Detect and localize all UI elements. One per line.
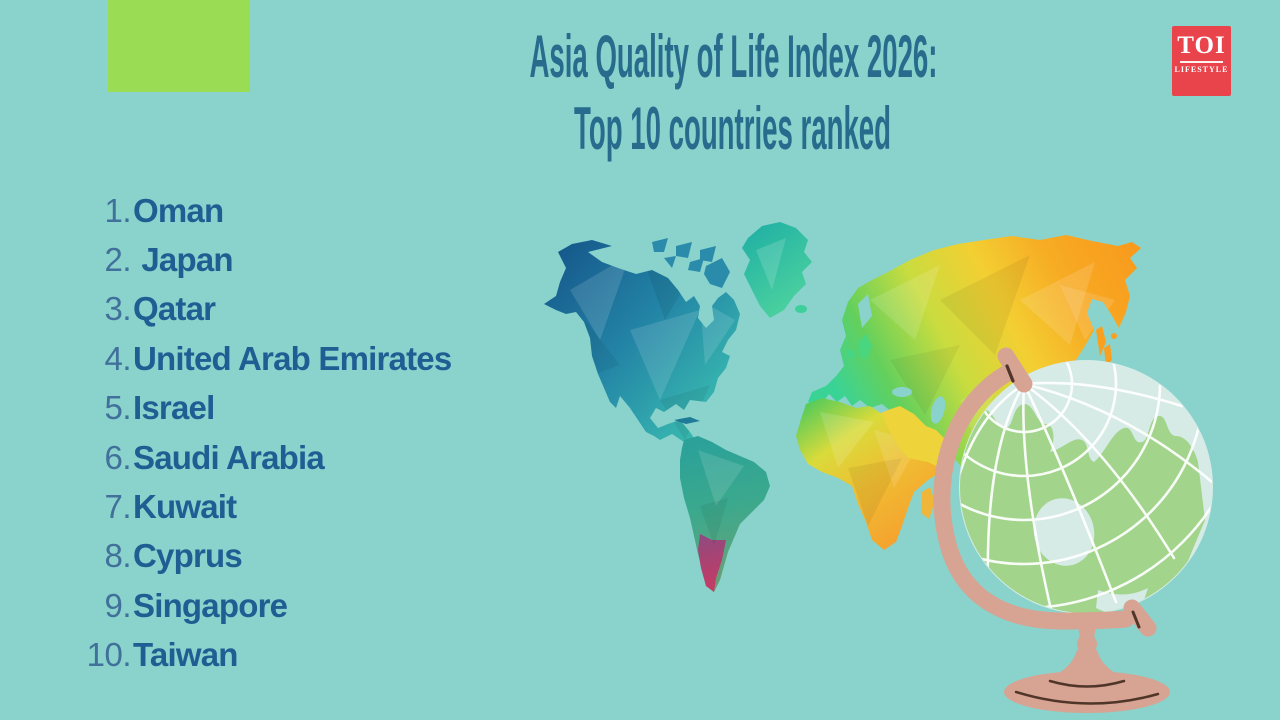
list-item: 8. Cyprus	[76, 532, 451, 581]
list-item: 9. Singapore	[76, 581, 451, 630]
logo-text: TOI	[1177, 32, 1226, 59]
rank-number: 9.	[104, 586, 131, 624]
rank-number: 2.	[104, 241, 131, 279]
list-item: 1. Oman	[76, 186, 451, 235]
title-line-2: Top 10 countries ranked	[574, 95, 892, 162]
rank-number: 10.	[86, 636, 132, 674]
rank-number: 7.	[104, 488, 131, 526]
list-item: 6. Saudi Arabia	[76, 433, 451, 482]
list-item: 7. Kuwait	[76, 482, 451, 531]
logo-subtext: LIFESTYLE	[1174, 65, 1229, 74]
ranking-list: 1. Oman 2. Japan 3. Qatar 4. United Arab Em…	[76, 186, 453, 680]
rank-number: 4.	[104, 339, 131, 377]
country-name: Taiwan	[133, 636, 238, 674]
country-name: Qatar	[133, 290, 216, 328]
list-item: 4. United Arab Emirates	[76, 334, 452, 383]
rank-number: 5.	[104, 389, 131, 427]
list-item: 10. Taiwan	[76, 631, 451, 680]
rank-number: 1.	[104, 191, 131, 229]
country-name: Oman	[133, 191, 224, 229]
country-name: Japan	[133, 241, 233, 279]
list-item: 3. Qatar	[76, 285, 451, 334]
list-item: 5. Israel	[76, 384, 451, 433]
country-name: Singapore	[133, 586, 288, 624]
rank-number: 6.	[104, 438, 131, 476]
rank-number: 3.	[104, 290, 131, 328]
country-name: Kuwait	[133, 488, 237, 526]
country-name: Israel	[133, 389, 215, 427]
country-name: Saudi Arabia	[133, 438, 325, 476]
desk-globe-illustration	[933, 347, 1213, 713]
green-accent-block	[108, 0, 250, 92]
list-item: 2. Japan	[76, 235, 451, 284]
title-line-1: Asia Quality of Life Index 2026:	[529, 23, 937, 90]
logo-divider	[1180, 61, 1223, 63]
rank-number: 8.	[104, 537, 131, 575]
country-name: United Arab Emirates	[133, 339, 452, 377]
toi-lifestyle-logo: TOI LIFESTYLE	[1172, 26, 1231, 96]
country-name: Cyprus	[133, 537, 243, 575]
